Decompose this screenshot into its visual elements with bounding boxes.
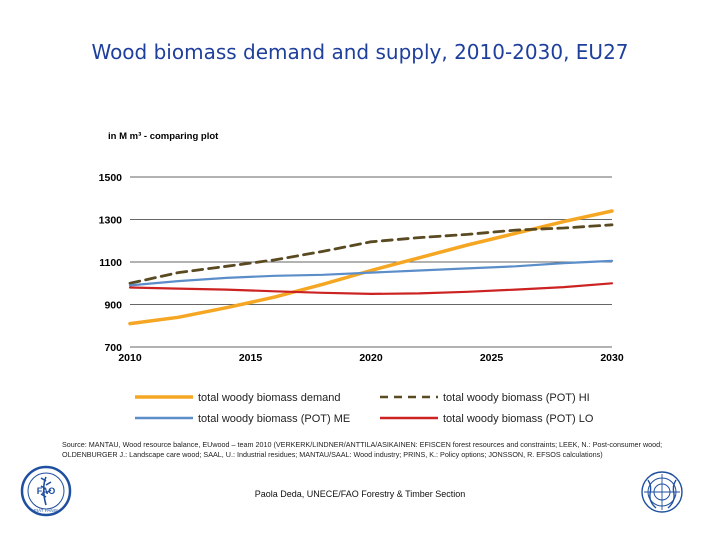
x-tick-label: 2010: [118, 352, 142, 364]
y-tick-label: 700: [104, 342, 122, 354]
x-tick-label: 2020: [359, 352, 383, 364]
chart-svg: in M m³ - comparing plot 700 900 1100 1300 15…: [99, 131, 624, 425]
y-tick-label: 900: [104, 300, 122, 312]
un-emblem-icon: [641, 471, 683, 513]
x-tick-label: 2030: [600, 352, 624, 364]
legend-label-hi: total woody biomass (POT) HI: [443, 392, 590, 404]
slide-title: Wood biomass demand and supply, 2010-203…: [91, 40, 629, 64]
y-tick-label: 1100: [99, 257, 122, 269]
line-chart: in M m³ - comparing plot 700 900 1100 1300 15…: [60, 120, 700, 430]
series-line-me: [128, 259, 614, 287]
x-tick-label: 2015: [239, 352, 263, 364]
chart-title: in M m³ - comparing plot: [108, 131, 219, 142]
legend-label-demand: total woody biomass demand: [198, 392, 340, 404]
fao-logo-motto: FIAT PANIS: [34, 508, 58, 513]
fao-emblem-icon: FAO FIAT PANIS: [20, 465, 72, 517]
series-line-lo: [128, 282, 614, 295]
source-note: Source: MANTAU, Wood resource balance, E…: [62, 440, 663, 459]
y-tick-label: 1500: [99, 172, 123, 184]
x-tick-label: 2025: [480, 352, 504, 364]
un-logo: [638, 468, 686, 521]
fao-logo-text: FAO: [37, 486, 56, 496]
legend-label-lo: total woody biomass (POT) LO: [443, 413, 594, 425]
legend-label-me: total woody biomass (POT) ME: [198, 413, 350, 425]
presenter-credit: Paola Deda, UNECE/FAO Forestry & Timber …: [254, 489, 466, 499]
fao-logo: FAO FIAT PANIS: [20, 465, 72, 522]
y-tick-label: 1300: [99, 215, 123, 227]
series-line-hi: [128, 223, 614, 285]
series-line-demand: [128, 209, 614, 326]
